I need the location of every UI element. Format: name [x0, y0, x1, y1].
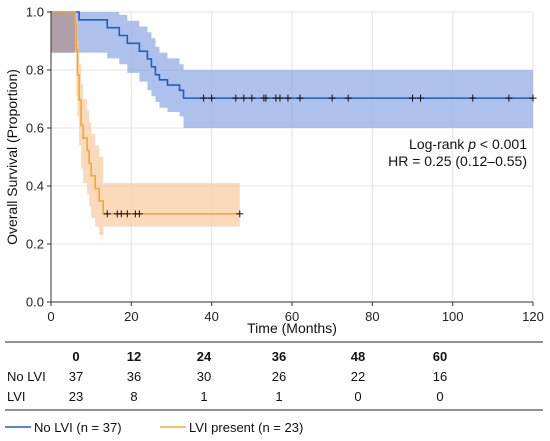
x-axis-label: Time (Months)	[247, 320, 337, 336]
censor-mark	[248, 94, 256, 102]
censor-mark	[409, 94, 416, 102]
censor-mark	[328, 94, 336, 102]
x-tick-label: 120	[522, 309, 544, 324]
p-symbol: p	[467, 136, 476, 152]
risk-count: 1	[200, 389, 207, 404]
risk-count: 36	[127, 369, 141, 384]
risk-count: 0	[436, 389, 443, 404]
risk-time-header: 36	[272, 349, 286, 364]
risk-count: 0	[354, 389, 361, 404]
y-tick-label: 1.0	[26, 5, 44, 20]
legend-label: LVI present (n = 23)	[189, 420, 303, 435]
risk-row-label: No LVI	[7, 369, 46, 384]
risk-row-label: LVI	[7, 389, 26, 404]
x-tick-label: 80	[365, 309, 379, 324]
risk-count: 1	[275, 389, 282, 404]
censor-mark	[103, 210, 111, 218]
risk-count: 26	[272, 369, 286, 384]
censor-mark	[284, 94, 292, 102]
censor-mark	[296, 94, 304, 102]
censor-mark	[236, 210, 244, 218]
censor-mark	[505, 94, 513, 102]
survival-line-series-0	[51, 11, 533, 99]
hazard-ratio-annotation: HR = 0.25 (0.12–0.55)	[388, 153, 527, 169]
censor-mark	[135, 210, 143, 218]
legend-label: No LVI (n = 37)	[34, 420, 122, 435]
tick-labels: 0 20 40 60 80 100 120 0.0 0.2 0.4 0.6 0.8 1.0	[26, 5, 544, 325]
risk-count: 37	[69, 369, 83, 384]
censor-mark	[529, 94, 537, 102]
y-tick-label: 0.2	[26, 237, 44, 252]
x-tick-label: 0	[47, 309, 54, 324]
risk-time-header: 24	[197, 349, 212, 364]
censor-mark	[469, 94, 477, 102]
risk-table: 0 12 24 36 48 60 No LVI 37 36 30 26 22 16 LVI 23 8 1 1 0 0	[5, 341, 543, 411]
x-tick-label: 20	[124, 309, 138, 324]
x-tick-label: 100	[442, 309, 464, 324]
risk-time-header: 12	[127, 349, 141, 364]
censor-mark	[240, 94, 248, 102]
legend: No LVI (n = 37) LVI present (n = 23)	[5, 420, 303, 435]
p-value-text: < 0.001	[476, 136, 527, 152]
log-rank-text: Log-rank	[409, 136, 468, 152]
y-tick-label: 0.4	[26, 179, 44, 194]
censor-mark	[200, 94, 208, 102]
risk-count: 23	[69, 389, 83, 404]
x-tick-label: 60	[285, 309, 299, 324]
risk-time-header: 0	[72, 349, 79, 364]
risk-count: 30	[197, 369, 211, 384]
risk-count: 16	[433, 369, 447, 384]
censor-mark	[262, 94, 270, 102]
censor-mark	[232, 94, 240, 102]
y-axis-label: Overall Survival (Proportion)	[4, 69, 20, 245]
censor-mark	[208, 94, 216, 102]
censor-mark	[117, 210, 125, 218]
y-tick-label: 0.8	[26, 63, 44, 78]
risk-count: 8	[130, 389, 137, 404]
censor-mark	[344, 94, 352, 102]
log-rank-annotation: Log-rank p < 0.001	[409, 136, 527, 152]
censor-mark	[123, 210, 131, 218]
survival-curves	[51, 11, 533, 215]
ci-overlap-band	[51, 12, 76, 53]
y-tick-label: 0.6	[26, 121, 44, 136]
ci-band-series-1	[51, 12, 240, 236]
censor-mark	[276, 94, 284, 102]
y-tick-label: 0.0	[26, 295, 44, 310]
survival-line-series-1	[51, 11, 240, 215]
risk-time-header: 48	[351, 349, 365, 364]
censor-mark	[417, 94, 425, 102]
x-tick-label: 40	[204, 309, 218, 324]
censor-marks	[103, 94, 537, 218]
risk-time-header: 60	[433, 349, 447, 364]
risk-count: 22	[351, 369, 365, 384]
